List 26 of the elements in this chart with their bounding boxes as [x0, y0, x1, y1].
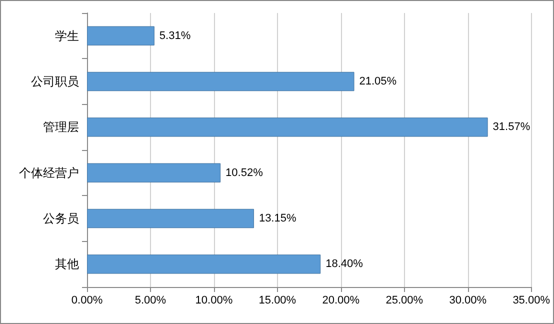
data-label: 13.15% [258, 212, 296, 224]
x-tick-label: 20.00% [322, 294, 360, 306]
x-tick-label: 35.00% [512, 294, 550, 306]
data-label: 18.40% [326, 258, 364, 270]
bar [87, 118, 488, 137]
y-tick-label: 学生 [55, 28, 79, 43]
y-tick-label: 个体经营户 [19, 166, 79, 180]
data-label: 10.52% [226, 166, 264, 179]
y-tick-label: 公务员 [43, 212, 79, 226]
bar [87, 72, 354, 92]
x-tick-label: 25.00% [386, 294, 424, 306]
y-tick-label: 管理层 [43, 120, 79, 134]
x-tick-label: 30.00% [449, 294, 487, 306]
data-label: 31.57% [492, 121, 530, 134]
x-tick-label: 0.00% [71, 294, 103, 306]
data-label: 21.05% [359, 76, 397, 88]
x-tick-label: 10.00% [195, 294, 233, 306]
bar [87, 208, 254, 228]
y-tick-label: 公司职员 [31, 74, 79, 88]
x-tick-label: 15.00% [258, 294, 296, 306]
y-tick-label: 其他 [55, 257, 79, 272]
bar [87, 163, 221, 182]
data-label: 5.31% [159, 30, 191, 42]
x-tick-label: 5.00% [134, 294, 166, 306]
bar [87, 254, 321, 274]
bar [87, 26, 154, 46]
